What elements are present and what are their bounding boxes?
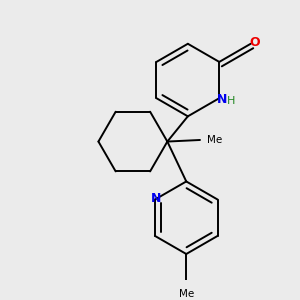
Text: Me: Me <box>178 289 194 298</box>
Text: O: O <box>249 36 260 49</box>
Text: H: H <box>227 96 236 106</box>
Text: Me: Me <box>207 135 222 145</box>
Text: N: N <box>217 93 227 106</box>
Text: N: N <box>151 192 162 205</box>
